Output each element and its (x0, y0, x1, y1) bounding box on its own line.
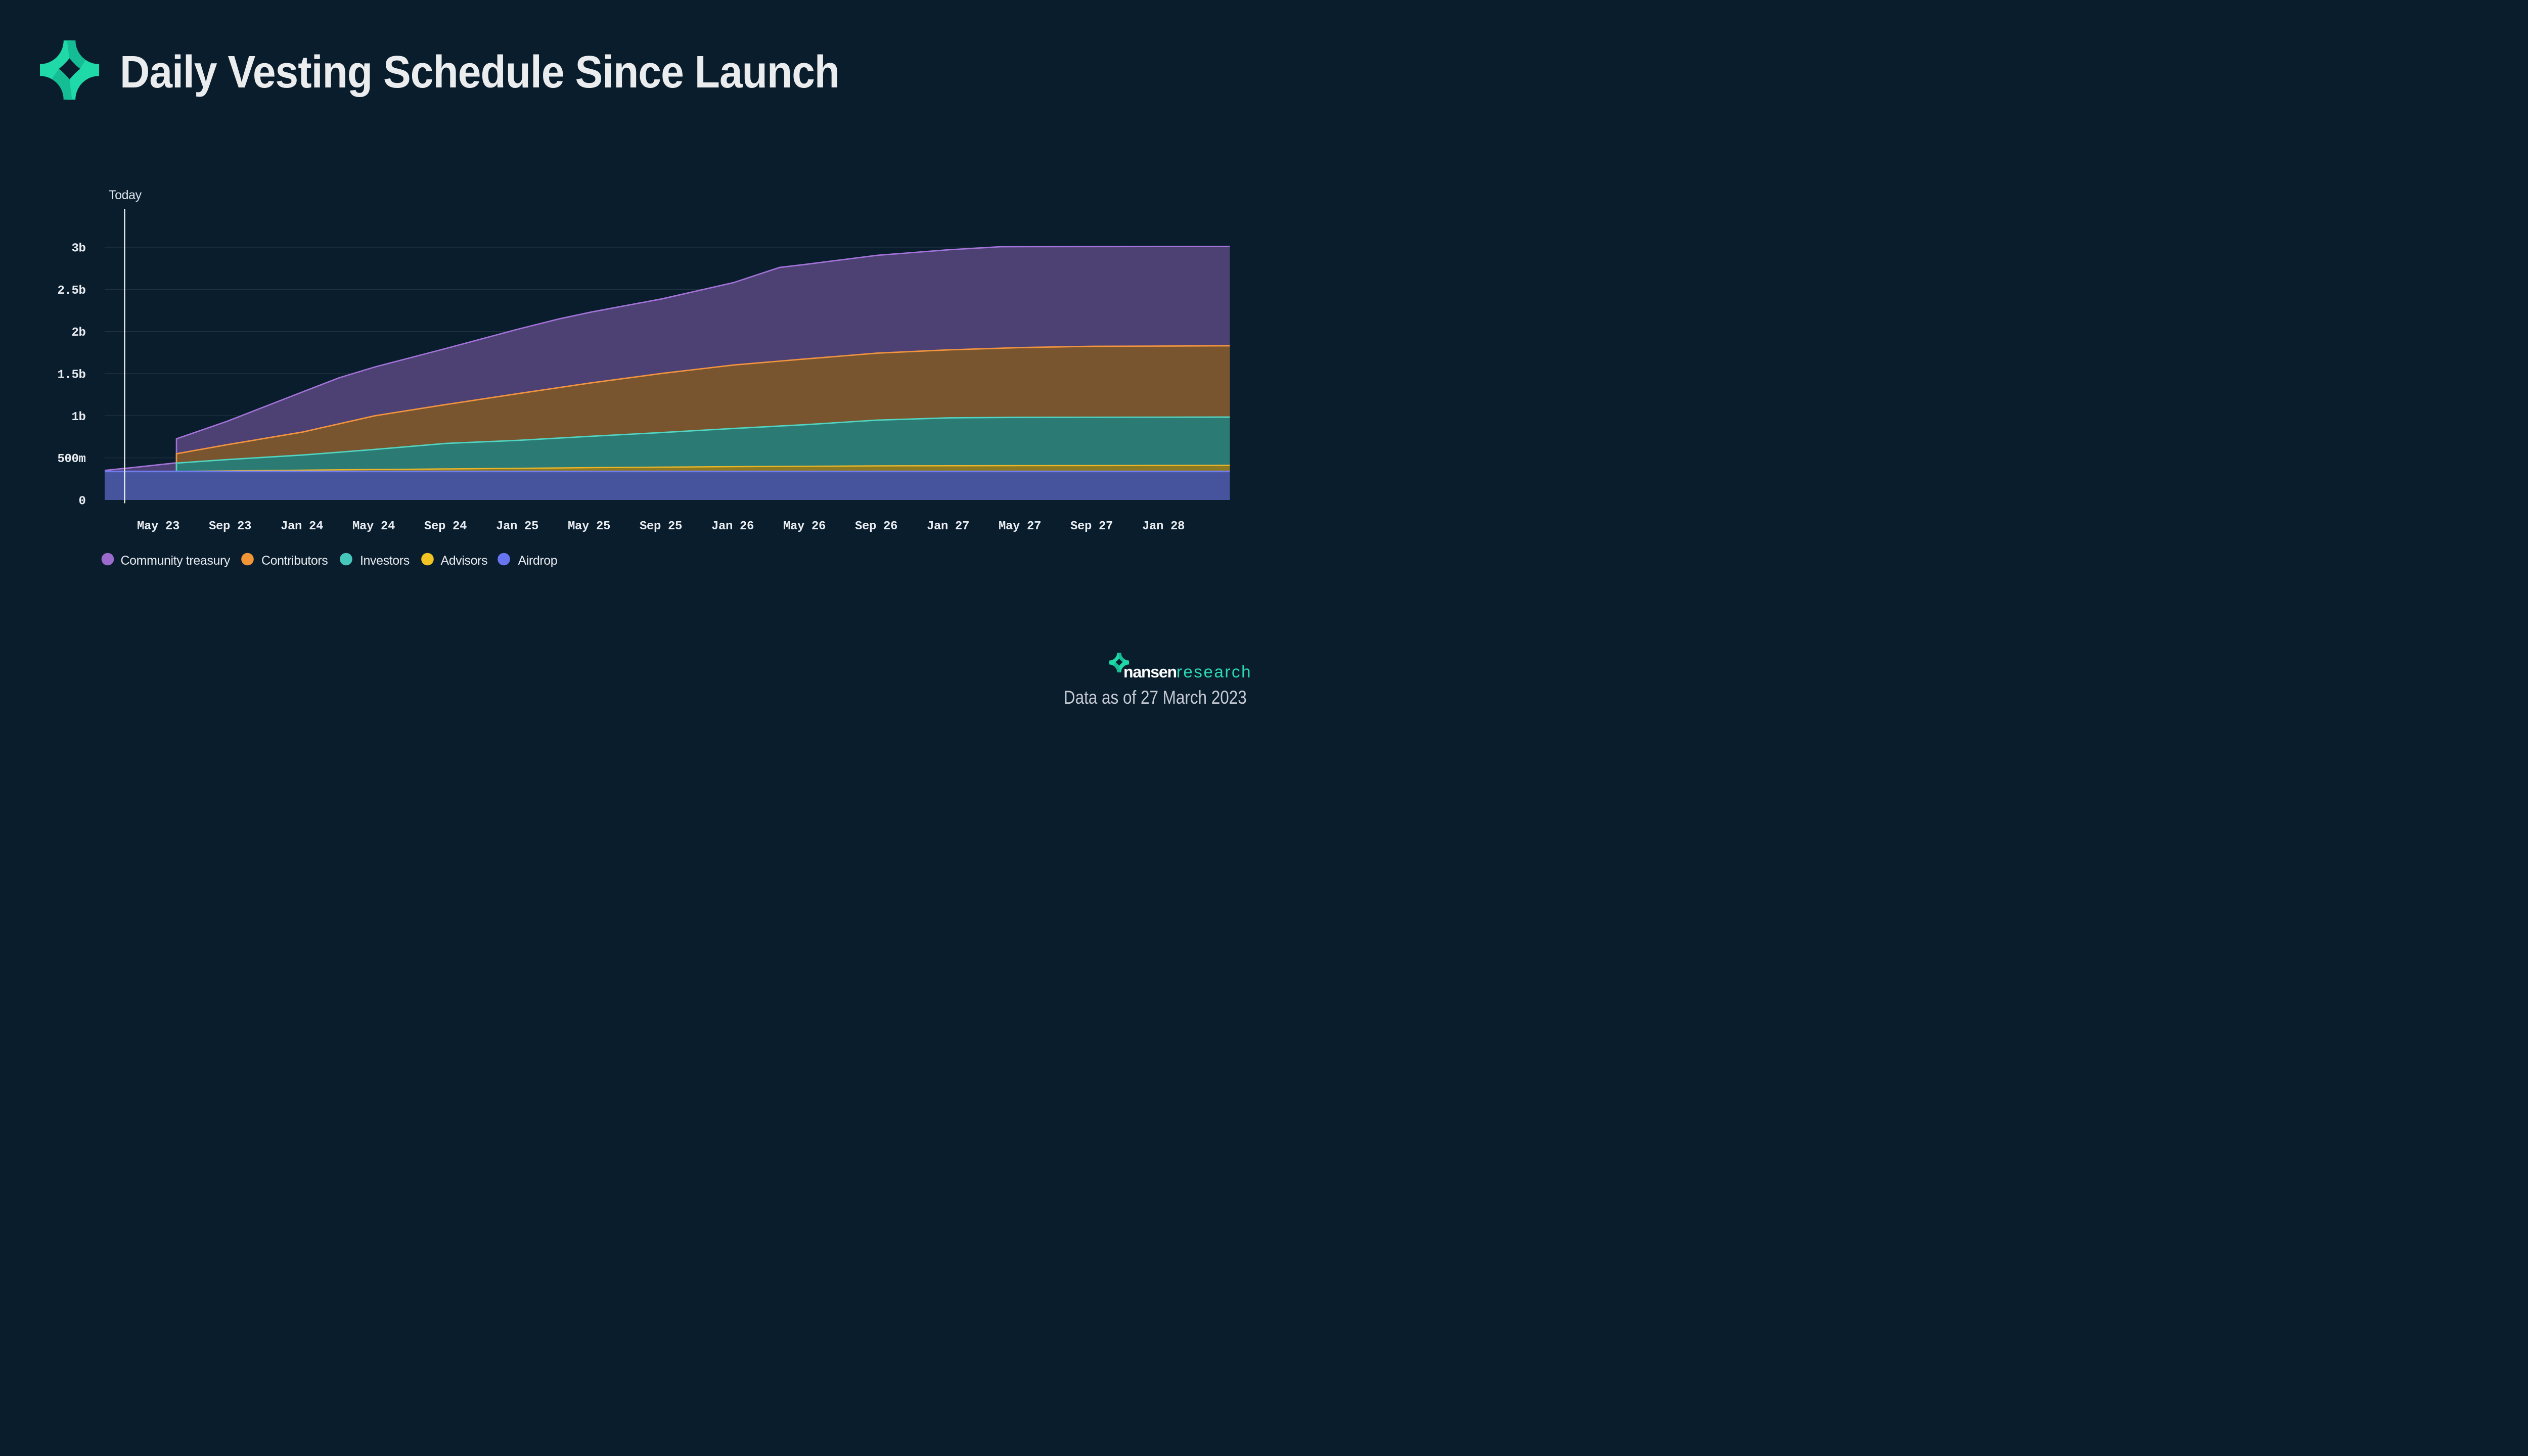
svg-text:May 26: May 26 (783, 520, 826, 533)
svg-text:2b: 2b (71, 326, 85, 340)
svg-text:0: 0 (78, 495, 85, 509)
svg-text:Jan 27: Jan 27 (927, 520, 969, 533)
svg-text:Jan 25: Jan 25 (496, 520, 538, 533)
svg-text:500m: 500m (57, 452, 85, 466)
svg-text:Sep 26: Sep 26 (855, 520, 897, 533)
svg-text:Jan 24: Jan 24 (281, 520, 323, 533)
svg-text:Sep 23: Sep 23 (209, 520, 251, 533)
svg-text:May 27: May 27 (999, 520, 1041, 533)
svg-text:May 24: May 24 (352, 520, 395, 533)
svg-text:Sep 25: Sep 25 (640, 520, 682, 533)
svg-text:Sep 24: Sep 24 (424, 520, 467, 533)
svg-text:2.5b: 2.5b (57, 284, 85, 298)
svg-text:May 25: May 25 (568, 520, 610, 533)
svg-text:Sep 27: Sep 27 (1070, 520, 1113, 533)
svg-text:1.5b: 1.5b (57, 369, 85, 382)
svg-text:1b: 1b (71, 411, 85, 424)
svg-text:May 23: May 23 (137, 520, 179, 533)
svg-text:3b: 3b (71, 242, 85, 256)
svg-text:Jan 26: Jan 26 (711, 520, 754, 533)
svg-text:Jan 28: Jan 28 (1142, 520, 1185, 533)
